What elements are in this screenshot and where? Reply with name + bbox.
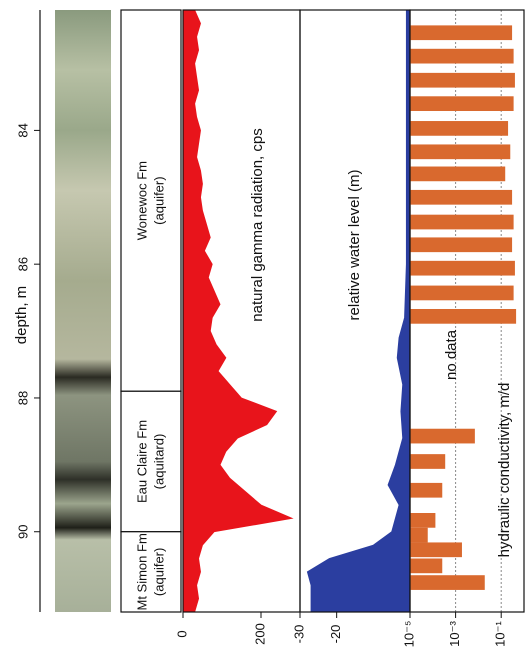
bar: [410, 542, 462, 558]
core-image: [55, 10, 111, 612]
bar: [410, 260, 515, 276]
bar: [410, 189, 513, 205]
bar: [410, 214, 514, 230]
bar: [410, 72, 515, 88]
bar: [410, 558, 443, 574]
annotation: no data: [443, 329, 460, 380]
x-tick-label: 10⁻¹: [493, 621, 508, 647]
depth-tick-label: 88: [15, 391, 30, 405]
formation-note: (aquifer): [151, 548, 166, 596]
bar: [410, 285, 514, 301]
bar: [410, 237, 513, 253]
formation-note: (aquitard): [151, 434, 166, 490]
area: [182, 9, 294, 613]
bar: [410, 527, 428, 543]
panel-title: hydraulic conductivity, m/d: [496, 383, 513, 558]
panel-title: relative water level (m): [346, 170, 363, 321]
x-tick-label: -30: [291, 625, 306, 644]
formation-name: Wonewoc Fm: [134, 161, 149, 240]
bar: [410, 454, 446, 469]
bar: [410, 144, 511, 160]
bar: [410, 96, 514, 112]
x-tick-label: 0: [174, 630, 189, 637]
depth-tick-label: 84: [15, 123, 30, 137]
bar: [410, 48, 514, 64]
bar: [410, 513, 436, 528]
panel-frame: [409, 9, 525, 613]
bar: [410, 575, 485, 590]
bar: [410, 428, 475, 444]
panel-title: natural gamma radiation, cps: [249, 128, 266, 321]
bar: [410, 308, 517, 324]
formation-box: [120, 531, 182, 613]
bar: [410, 121, 509, 136]
formation-box: [120, 9, 182, 392]
bar: [410, 482, 443, 498]
x-tick-label: 200: [252, 623, 267, 645]
depth-tick-label: 90: [15, 524, 30, 538]
x-tick-label: -20: [328, 625, 343, 644]
formation-name: Eau Claire Fm: [134, 420, 149, 503]
formation-note: (aquifer): [151, 176, 166, 224]
depth-tick-label: 86: [15, 257, 30, 271]
bar: [410, 166, 506, 182]
depth-axis-label: depth, m: [13, 286, 30, 344]
x-tick-label: 10⁻³: [447, 621, 462, 647]
area: [306, 9, 411, 613]
x-tick-label: 10⁻⁵: [401, 621, 416, 648]
bar: [410, 25, 513, 41]
formation-name: Mt Simon Fm: [134, 533, 149, 610]
